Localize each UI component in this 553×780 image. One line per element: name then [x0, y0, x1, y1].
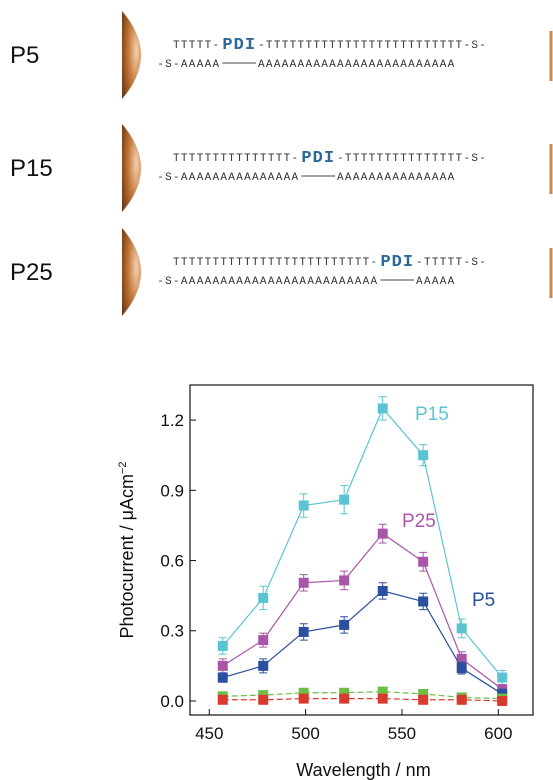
pdi: PDI — [301, 149, 335, 168]
marker — [418, 450, 429, 461]
strand-bottom: AAAAAAAAAAAAAAA — [337, 172, 456, 184]
y-tick-label: 0.0 — [160, 692, 184, 711]
marker — [339, 575, 350, 586]
marker — [339, 619, 350, 630]
strand-top: TTTTTTTTTTTTTTTTTTTTTTTTT- — [173, 257, 378, 269]
strand-bottom: AAAAA — [416, 276, 456, 288]
marker — [418, 688, 429, 699]
marker — [258, 592, 269, 603]
gold-electrode — [122, 228, 141, 316]
marker — [298, 500, 309, 511]
diagram: P5 TTTTT- PDI -TTTTTTTTTTTTTTTTTTTTTTTTT-S-… — [10, 11, 553, 316]
x-axis-label: Wavelength / nm — [296, 760, 430, 780]
marker — [217, 694, 228, 705]
marker — [217, 672, 228, 683]
strand-top: TTTTT- — [173, 40, 220, 52]
marker — [456, 653, 467, 664]
series-line — [222, 532, 503, 690]
marker — [298, 577, 309, 588]
y-tick-label: 0.3 — [160, 622, 184, 641]
marker — [258, 660, 269, 671]
marker — [377, 585, 388, 596]
series-line — [222, 590, 503, 695]
marker — [339, 687, 350, 698]
strand-top: -TTTTT-S- — [416, 257, 487, 269]
marker — [418, 556, 429, 567]
y-axis-label-main: Photocurrent / μAcm — [117, 474, 137, 638]
strand-top: -TTTTTTTTTTTTTTTTTTTTTTTTT-S- — [258, 40, 487, 52]
y-tick-label: 1.2 — [160, 411, 184, 430]
marker — [377, 528, 388, 539]
row-label: P5 — [10, 42, 39, 69]
marker — [339, 693, 350, 704]
marker — [418, 694, 429, 705]
strand-bottom: -S-AAAAAAAAAAAAAAAAAAAAAAAAA — [157, 276, 378, 288]
marker — [497, 672, 508, 683]
strand-bottom: AAAAAAAAAAAAAAAAAAAAAAAAA — [258, 59, 456, 71]
marker — [377, 403, 388, 414]
y-tick-label: 0.9 — [160, 481, 184, 500]
marker — [418, 596, 429, 607]
plot-frame — [189, 384, 534, 716]
row-label: P25 — [10, 259, 53, 286]
series-line — [222, 698, 503, 702]
marker — [298, 693, 309, 704]
x-tick-label: 600 — [484, 724, 512, 743]
chart: 0.0 0.3 0.6 0.9 1.2 450 500 550 600 Wavelength / … — [117, 384, 534, 780]
marker — [339, 494, 350, 505]
marker — [258, 694, 269, 705]
pdi: PDI — [222, 36, 256, 55]
marker — [258, 635, 269, 646]
gold-electrode — [122, 124, 141, 212]
marker — [217, 660, 228, 671]
pdi: PDI — [380, 253, 414, 272]
marker — [377, 693, 388, 704]
strand-bottom: -S-AAAAA — [157, 59, 220, 71]
series-label: P25 — [402, 511, 436, 532]
strand-top: -TTTTTTTTTTTTTTT-S- — [337, 153, 487, 165]
series-line — [222, 690, 503, 700]
marker — [298, 687, 309, 698]
series-line — [222, 407, 503, 678]
marker — [456, 623, 467, 634]
y-tick-label: 0.6 — [160, 552, 184, 571]
marker — [217, 640, 228, 651]
y-axis-label: Photocurrent / μAcm−2 — [117, 462, 137, 639]
series-label: P15 — [415, 404, 449, 425]
strand-bottom: -S-AAAAAAAAAAAAAAA — [157, 172, 299, 184]
x-tick-label: 450 — [195, 724, 223, 743]
row-label: P15 — [10, 155, 53, 182]
marker — [377, 686, 388, 697]
x-tick-label: 500 — [291, 724, 319, 743]
strand-top: TTTTTTTTTTTTTTT- — [173, 153, 299, 165]
y-axis-label-sup: −2 — [117, 462, 129, 475]
marker — [298, 626, 309, 637]
marker — [456, 694, 467, 705]
x-tick-label: 550 — [388, 724, 416, 743]
marker — [456, 663, 467, 674]
series-label: P5 — [472, 590, 495, 611]
gold-electrode — [122, 11, 141, 99]
marker — [497, 695, 508, 706]
